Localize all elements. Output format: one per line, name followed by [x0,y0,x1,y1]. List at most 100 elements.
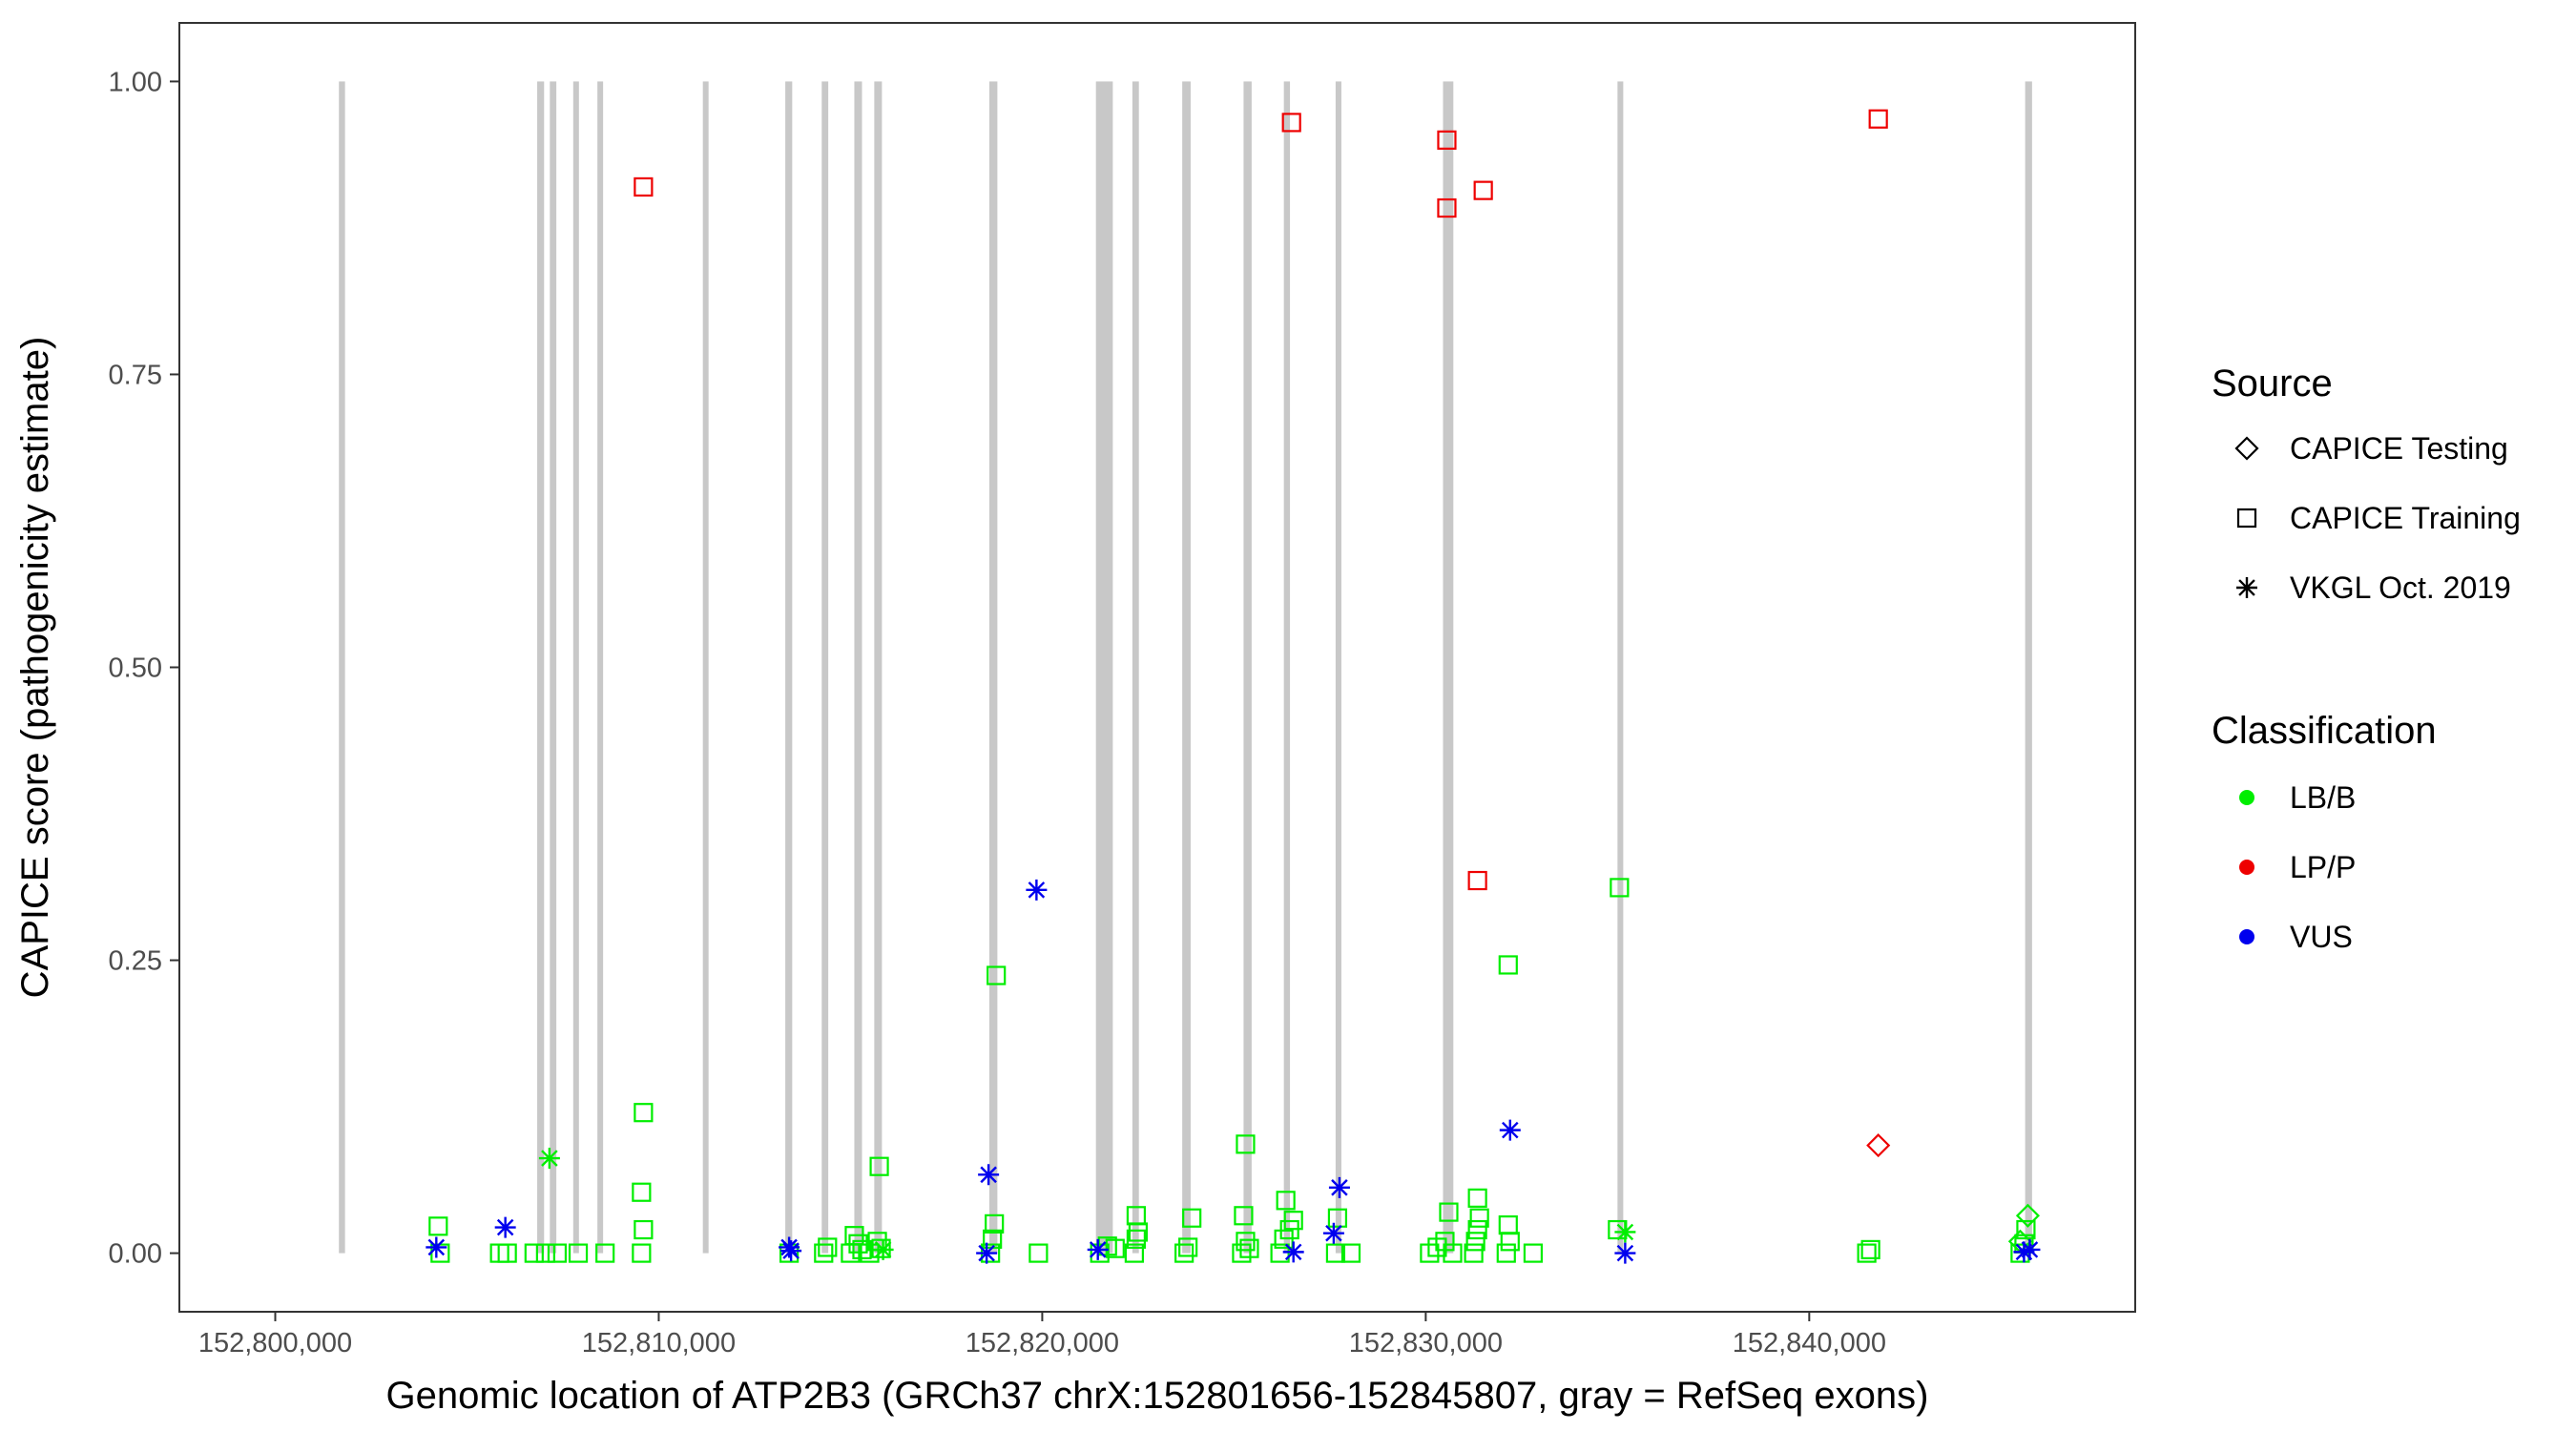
legend-label: VUS [2290,920,2353,954]
data-point [1276,1191,1296,1211]
data-point [632,1243,652,1263]
data-point [1469,1208,1489,1228]
exon-band [874,81,883,1254]
data-point [1282,1241,1304,1263]
legend-key [2236,577,2257,598]
data-point [1126,1229,1146,1249]
data-point [1026,879,1048,901]
data-point [1860,1239,1880,1260]
data-point [814,1243,834,1263]
y-tick-label: 0.00 [109,1239,162,1270]
data-point [1234,1206,1254,1226]
data-point [2013,1241,2035,1263]
data-point [1610,878,1630,898]
data-points [426,109,2041,1264]
data-point [1174,1243,1195,1263]
data-point [535,1243,555,1263]
data-point [1464,1243,1484,1263]
data-point [1523,1243,1544,1263]
data-point [978,1164,1000,1186]
data-point [1328,1176,1350,1198]
data-point [871,1238,891,1258]
data-point [1236,1232,1256,1252]
legend-label: LB/B [2290,780,2356,815]
data-point [985,1213,1005,1234]
exon-band [1095,81,1113,1254]
data-point [869,1156,889,1176]
data-point [428,1216,448,1236]
exon-band [1443,81,1454,1254]
data-point [634,1103,654,1123]
y-axis-title: CAPICE score (pathogenicity estimate) [14,337,56,999]
x-axis-title: Genomic location of ATP2B3 (GRCh37 chrX:… [386,1375,1929,1417]
exon-bands [339,81,2032,1254]
legend-label: CAPICE Testing [2290,431,2508,466]
data-point [1182,1208,1202,1228]
data-point [632,1182,652,1202]
legend-title-source: Source [2212,363,2333,404]
data-point [1498,955,1518,975]
data-point [1467,1219,1487,1240]
data-point [1236,1134,1256,1154]
exon-band [1132,81,1139,1254]
exon-band [339,81,345,1254]
data-point [426,1236,447,1258]
data-point [1437,197,1457,218]
data-point [1614,1242,1636,1264]
data-point [1327,1208,1348,1228]
data-point [1028,1243,1049,1263]
legend: Source CAPICE Testing CAPICE Training VKGL … [2212,363,2521,954]
data-point [497,1243,517,1263]
data-point [976,1242,998,1264]
data-point [634,1219,654,1240]
data-point [1325,1243,1346,1263]
y-tick-label: 0.75 [109,360,162,390]
data-point [595,1243,615,1263]
data-point [547,1243,568,1263]
x-tick-label: 152,820,000 [966,1328,1119,1358]
exon-band [785,81,793,1254]
exon-band [1335,81,1341,1254]
exon-band [537,81,545,1254]
exon-band [1283,81,1291,1254]
legend-key [2236,508,2257,529]
legend-label: VKGL Oct. 2019 [2290,570,2511,605]
data-point [987,965,1007,985]
data-point [2015,1203,2041,1228]
exon-band [550,81,557,1254]
data-point [1439,1202,1459,1222]
data-point [1498,1215,1518,1235]
data-point [1467,870,1487,891]
legend-key [2239,860,2254,875]
data-point [1124,1243,1144,1263]
x-tick-label: 152,830,000 [1349,1328,1503,1358]
exon-band [854,81,862,1254]
data-point [1868,109,1888,129]
data-point [568,1243,589,1263]
data-point [1496,1243,1516,1263]
x-axis: 152,800,000 152,810,000 152,820,000 152,830… [198,1312,1886,1358]
legend-label: CAPICE Training [2290,501,2521,535]
data-point [494,1216,516,1238]
legend-key [2234,436,2259,461]
data-point [1614,1221,1636,1243]
exon-band [821,81,829,1254]
data-point [780,1240,802,1262]
data-point [1270,1243,1290,1263]
y-tick-label: 1.00 [109,67,162,97]
data-point [1239,1238,1259,1258]
legend-key [2239,790,2254,805]
data-point [1322,1222,1344,1244]
data-point [1283,1211,1303,1231]
data-point [1281,113,1301,133]
legend-title-classification: Classification [2212,710,2437,752]
exon-band [1617,81,1624,1254]
data-point [1105,1238,1125,1258]
data-point [1340,1243,1361,1263]
data-point [872,1238,894,1260]
data-point [1473,180,1493,200]
data-point [1857,1243,1877,1263]
data-point [1178,1237,1198,1257]
legend-key [2239,929,2254,944]
